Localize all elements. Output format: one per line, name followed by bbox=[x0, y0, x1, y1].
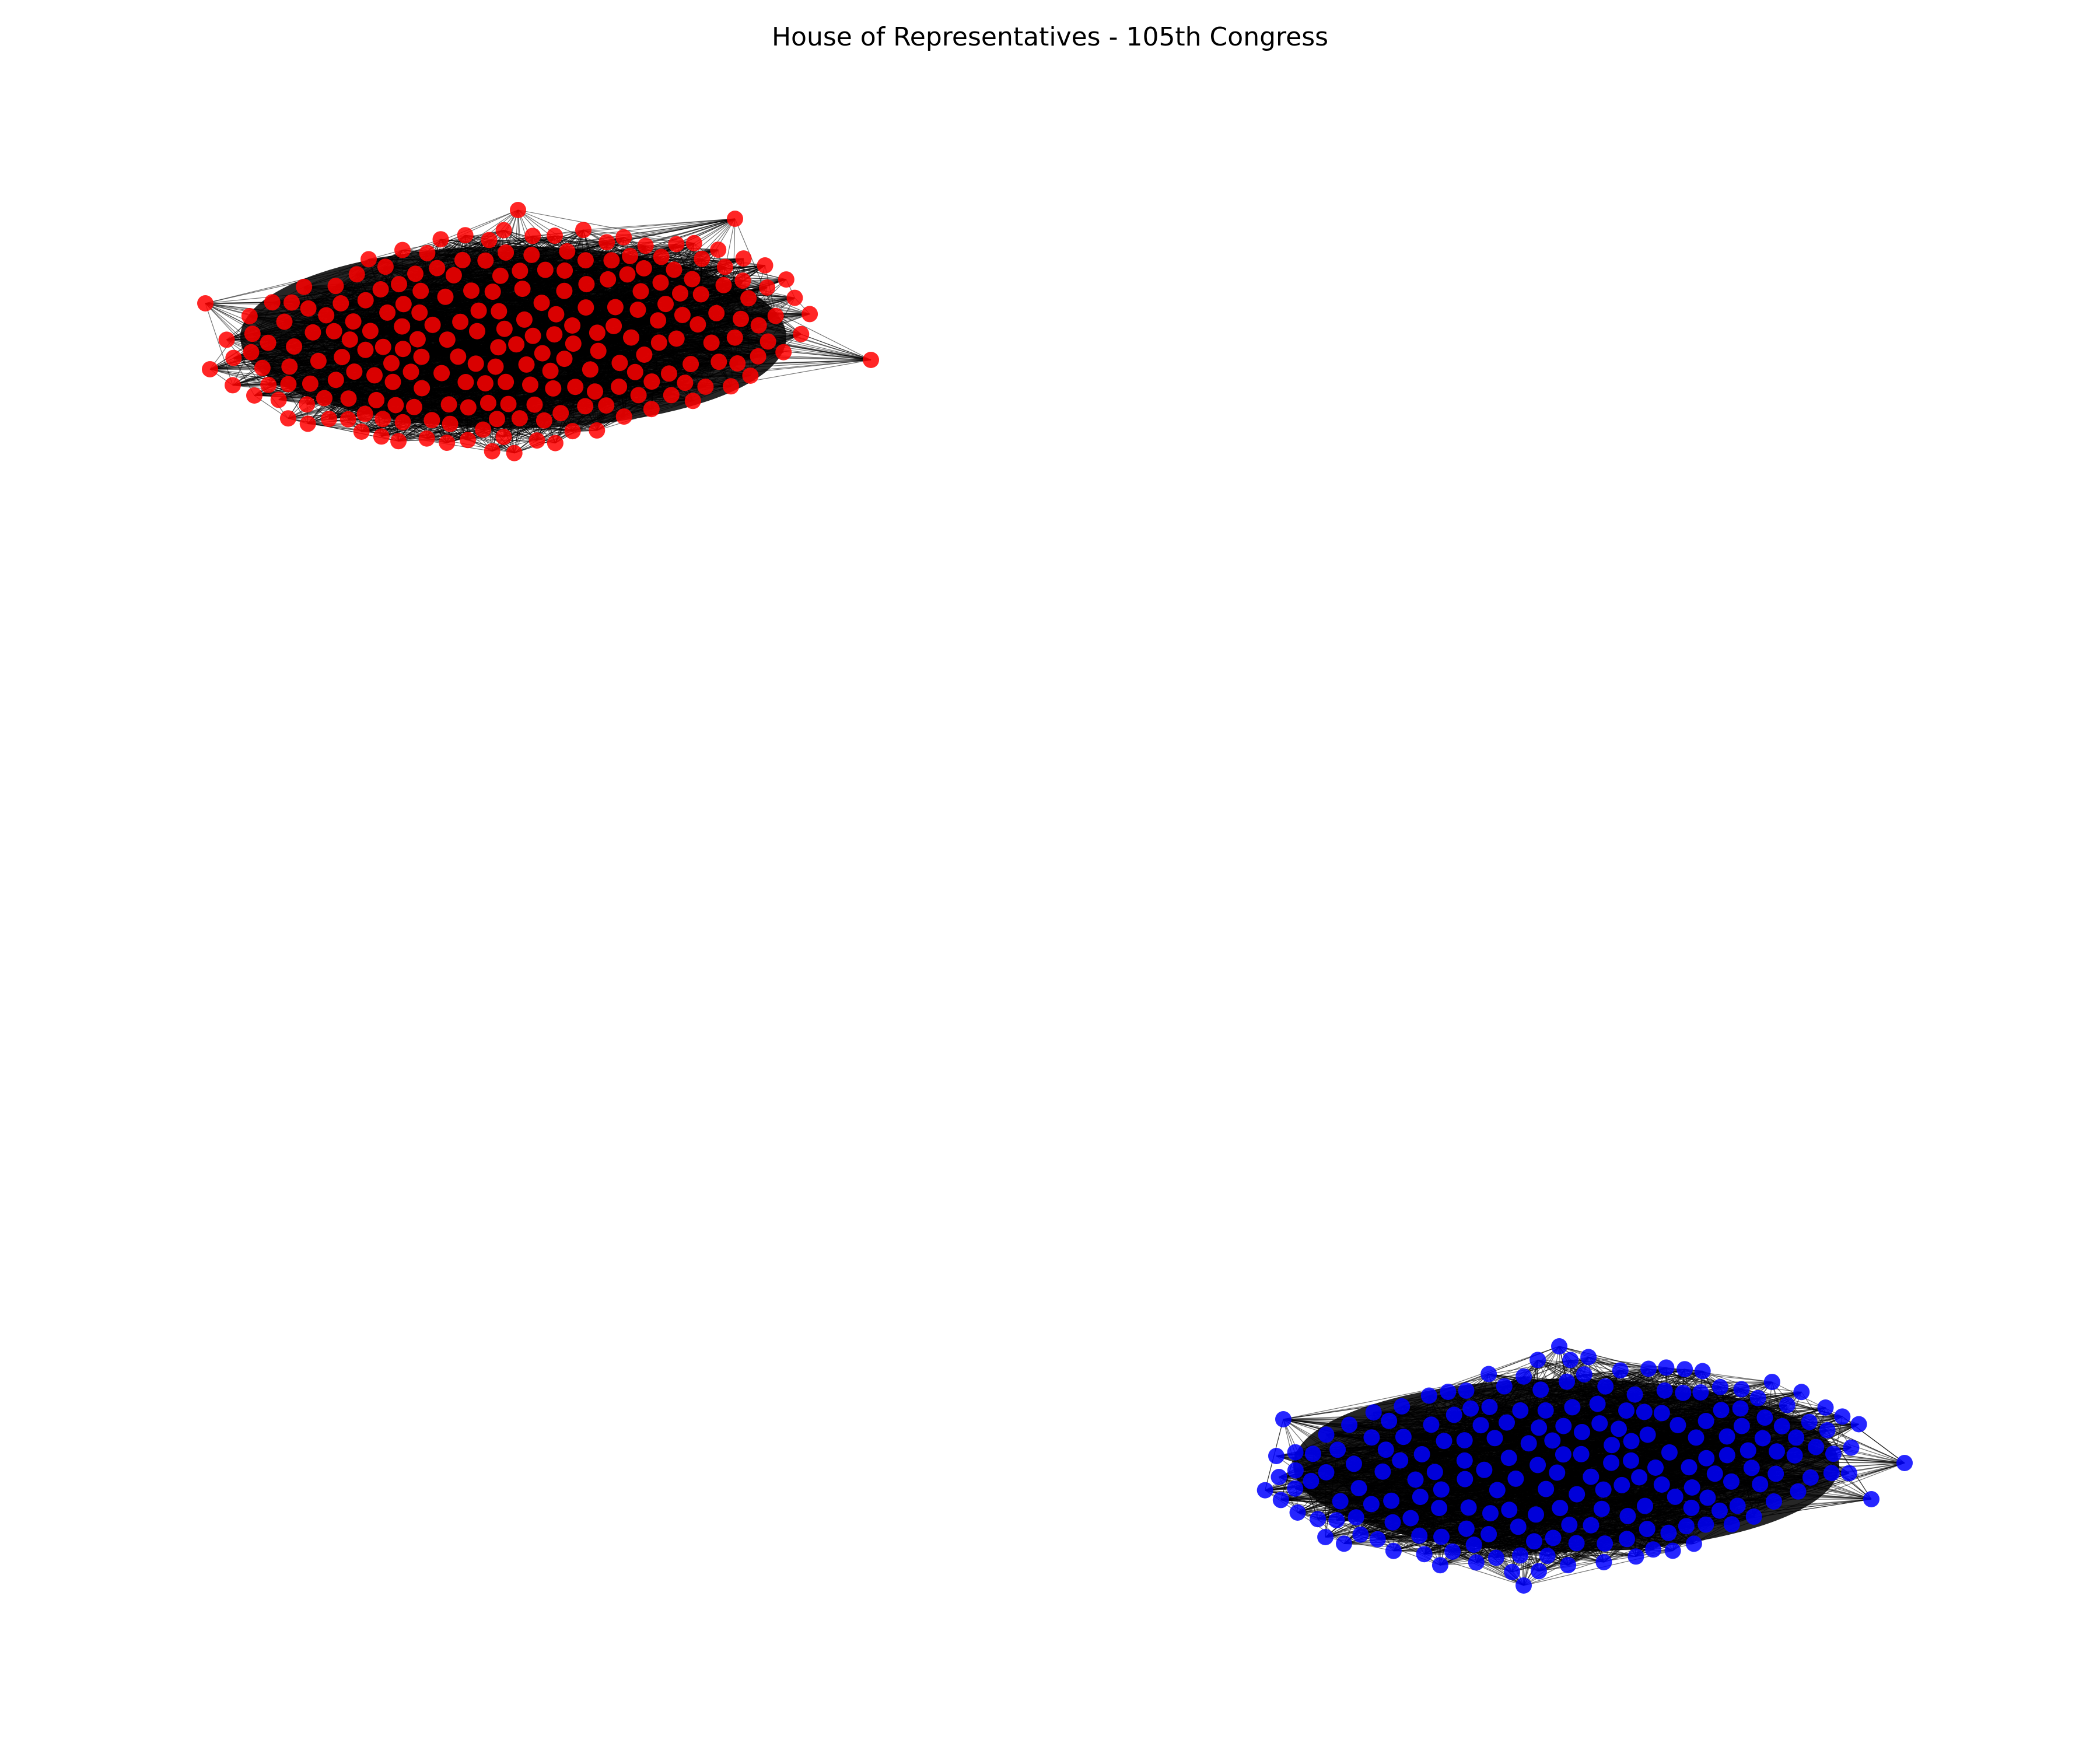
edges-layer bbox=[205, 209, 1905, 1586]
graph-edge bbox=[1265, 1490, 1318, 1520]
graph-edge bbox=[533, 218, 736, 236]
graph-edge bbox=[1827, 1430, 1872, 1500]
graph-edge bbox=[702, 258, 786, 280]
figure-title: House of Representatives - 105th Congres… bbox=[771, 22, 1329, 52]
graph-edge bbox=[583, 218, 736, 230]
graph-edge bbox=[489, 239, 694, 244]
